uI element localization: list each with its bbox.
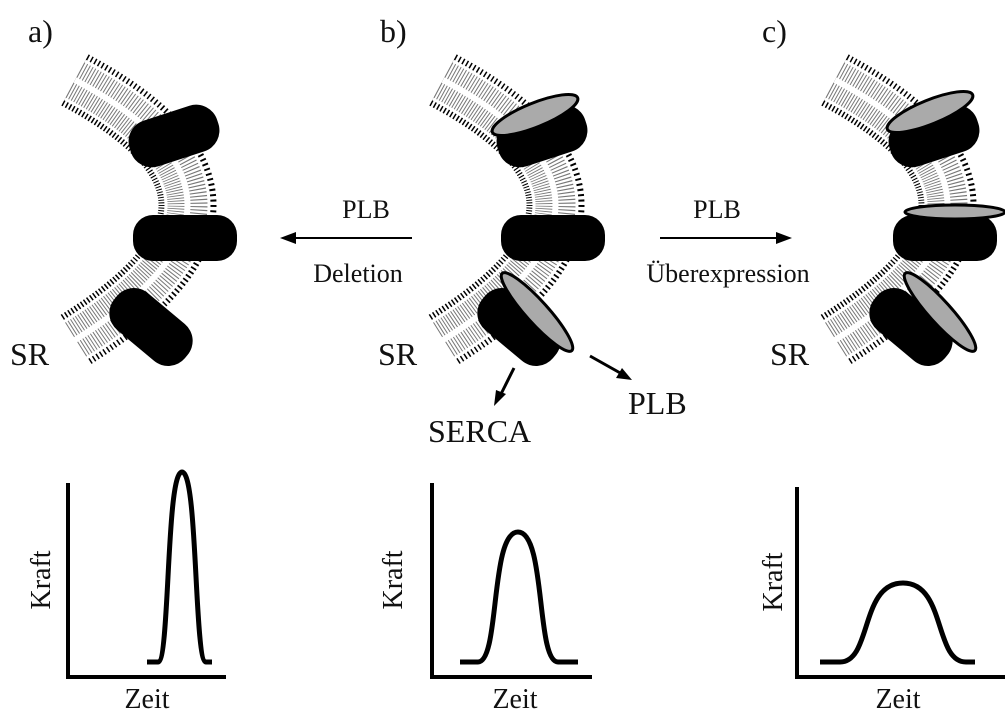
membrane-label: SR bbox=[378, 336, 418, 372]
plot-a bbox=[66, 469, 226, 679]
arrow-deletion: PLB Deletion bbox=[280, 195, 412, 288]
x-axis-label: Zeit bbox=[124, 684, 169, 715]
membrane-label: SR bbox=[10, 336, 50, 372]
y-axis-label: Kraft bbox=[758, 552, 789, 611]
serca-callout: SERCA bbox=[428, 413, 531, 449]
arrow-overexpression: PLB Überexpression bbox=[646, 195, 809, 288]
panel-label: c) bbox=[762, 13, 787, 49]
arrow-top: PLB bbox=[342, 195, 390, 224]
arrow-bottom: Überexpression bbox=[646, 259, 809, 288]
plb-callout: PLB bbox=[628, 385, 687, 421]
x-axis-label: Zeit bbox=[492, 684, 537, 715]
y-axis-label: Kraft bbox=[378, 550, 409, 609]
y-axis-label: Kraft bbox=[26, 550, 57, 609]
panel-label: b) bbox=[380, 13, 407, 49]
membrane-label: SR bbox=[770, 336, 810, 372]
plot-c bbox=[795, 487, 1005, 679]
panel-a: a) SR bbox=[10, 13, 237, 375]
arrow-bottom: Deletion bbox=[313, 259, 403, 288]
panel-c: c) SR bbox=[762, 13, 1005, 375]
arrow-top: PLB bbox=[693, 195, 741, 224]
panel-label: a) bbox=[28, 13, 53, 49]
panel-b: b) SR SERCA PLB bbox=[378, 13, 687, 449]
plot-b bbox=[430, 483, 592, 679]
x-axis-label: Zeit bbox=[875, 684, 920, 715]
